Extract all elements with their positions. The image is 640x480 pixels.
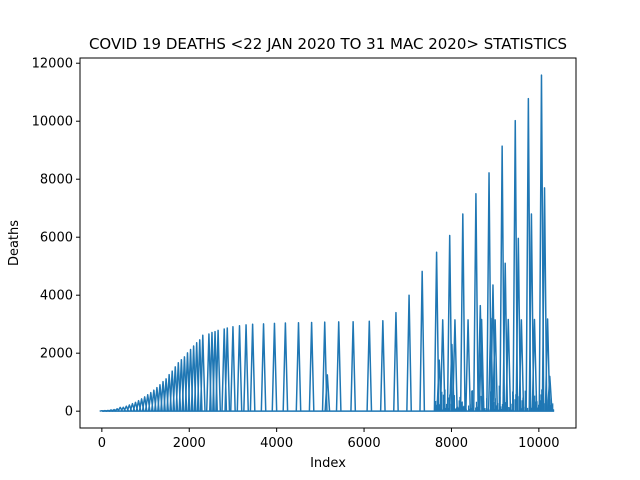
series-line (99, 74, 555, 412)
data-point (459, 213, 466, 412)
data-point (477, 304, 484, 412)
data-point (531, 318, 538, 412)
data-point (546, 375, 553, 412)
y-axis-label: Deaths (7, 220, 22, 266)
chart-title: COVID 19 DEATHS <22 JAN 2020 TO 31 MAC 2… (89, 35, 567, 53)
data-point (321, 321, 328, 412)
x-tick-label: 10000 (518, 436, 559, 451)
data-point (295, 321, 302, 412)
data-point (478, 318, 485, 412)
data-point (230, 325, 236, 412)
y-tick-label: 10000 (32, 115, 73, 130)
data-point (215, 329, 222, 412)
y-axis: 0 2000 4000 6000 8000 10000 12000 (32, 57, 80, 420)
x-tick-label: 8000 (435, 436, 468, 451)
y-tick-label: 6000 (40, 231, 73, 246)
series-layer (99, 74, 555, 412)
data-point (515, 237, 522, 412)
data-point (379, 319, 386, 412)
x-tick-label: 6000 (348, 436, 381, 451)
data-point (324, 374, 331, 412)
data-point (224, 327, 231, 412)
data-point (335, 321, 342, 412)
data-point (271, 322, 278, 412)
y-tick-label: 2000 (40, 347, 73, 362)
y-tick-label: 12000 (32, 57, 73, 72)
y-tick-label: 0 (65, 405, 73, 420)
data-point (406, 294, 413, 412)
x-tick-label: 2000 (173, 436, 206, 451)
data-point (433, 251, 440, 412)
data-point (282, 322, 289, 412)
y-tick-label: 8000 (40, 173, 73, 188)
data-point (249, 323, 256, 412)
data-point (419, 270, 426, 412)
data-point (366, 320, 373, 412)
data-point (260, 323, 267, 412)
x-axis: 0 2000 4000 6000 8000 10000 (98, 428, 560, 451)
data-point (505, 318, 512, 412)
data-point (452, 319, 458, 412)
data-point (528, 213, 535, 412)
data-point (199, 334, 206, 412)
data-point (439, 319, 446, 412)
x-tick-label: 4000 (260, 436, 293, 451)
x-axis-label: Index (310, 456, 346, 471)
data-point (350, 320, 357, 412)
data-point (308, 321, 315, 412)
data-point (243, 324, 250, 412)
data-point (472, 192, 479, 412)
data-point (465, 319, 472, 412)
y-tick-label: 4000 (40, 289, 73, 304)
data-point (541, 187, 548, 412)
data-point (518, 319, 525, 412)
data-point (236, 325, 243, 412)
plot-frame (79, 57, 577, 429)
data-point (492, 319, 499, 412)
data-point (393, 311, 399, 412)
x-tick-label: 0 (98, 436, 106, 451)
data-point (487, 317, 494, 412)
